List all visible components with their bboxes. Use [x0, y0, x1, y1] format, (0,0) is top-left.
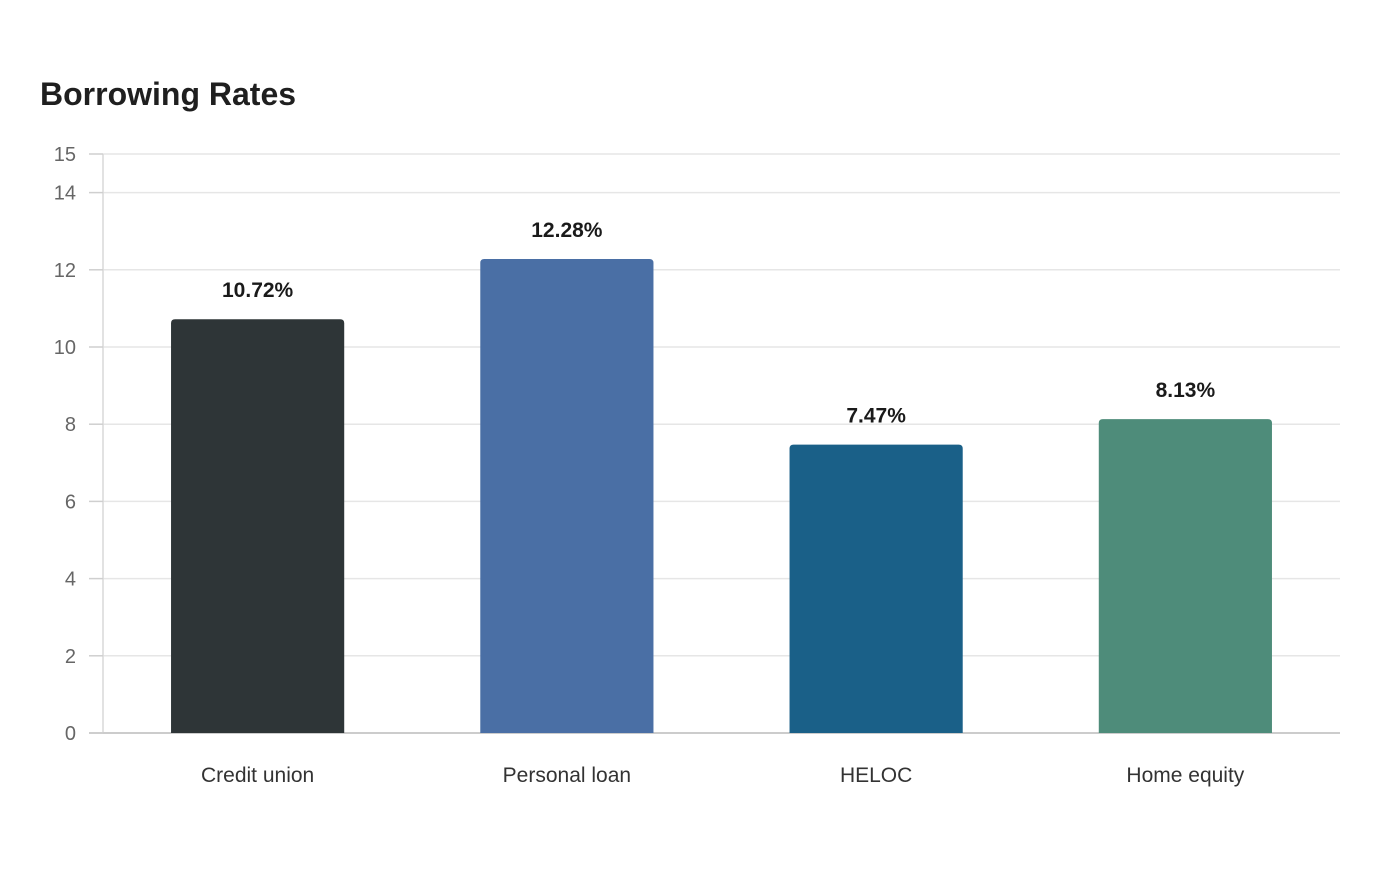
bars — [171, 258, 1272, 733]
x-category-label: Personal loan — [503, 764, 631, 787]
chart-title: Borrowing Rates — [40, 76, 297, 112]
value-label: 7.47% — [846, 405, 906, 428]
value-labels: 10.72% 12.28% 7.47% 8.13% — [222, 219, 1215, 428]
y-tick-label: 2 — [65, 646, 76, 668]
y-tick-label: 4 — [65, 569, 76, 591]
bar-personal-loan — [480, 258, 654, 733]
bar-heloc — [789, 444, 963, 733]
y-tick-label: 6 — [65, 491, 76, 513]
value-label: 10.72% — [222, 279, 294, 302]
y-tick-label: 8 — [65, 414, 76, 436]
value-label: 8.13% — [1156, 379, 1216, 402]
y-tick-label: 10 — [54, 337, 76, 359]
x-category-label: Home equity — [1126, 764, 1244, 787]
x-axis-categories: Credit union Personal loan HELOC Home equit… — [201, 764, 1245, 787]
y-tick-label: 0 — [65, 723, 76, 745]
y-tick-label: 12 — [54, 260, 76, 282]
x-category-label: Credit union — [201, 764, 314, 787]
y-tick-label: 15 — [54, 144, 76, 166]
y-axis-ticks: 0 2 4 6 8 10 12 14 15 — [54, 144, 103, 745]
value-label: 12.28% — [531, 219, 603, 242]
bar-credit-union — [171, 319, 345, 733]
y-tick-label: 14 — [54, 183, 76, 205]
x-category-label: HELOC — [840, 764, 912, 787]
bar-home-equity — [1098, 419, 1272, 733]
